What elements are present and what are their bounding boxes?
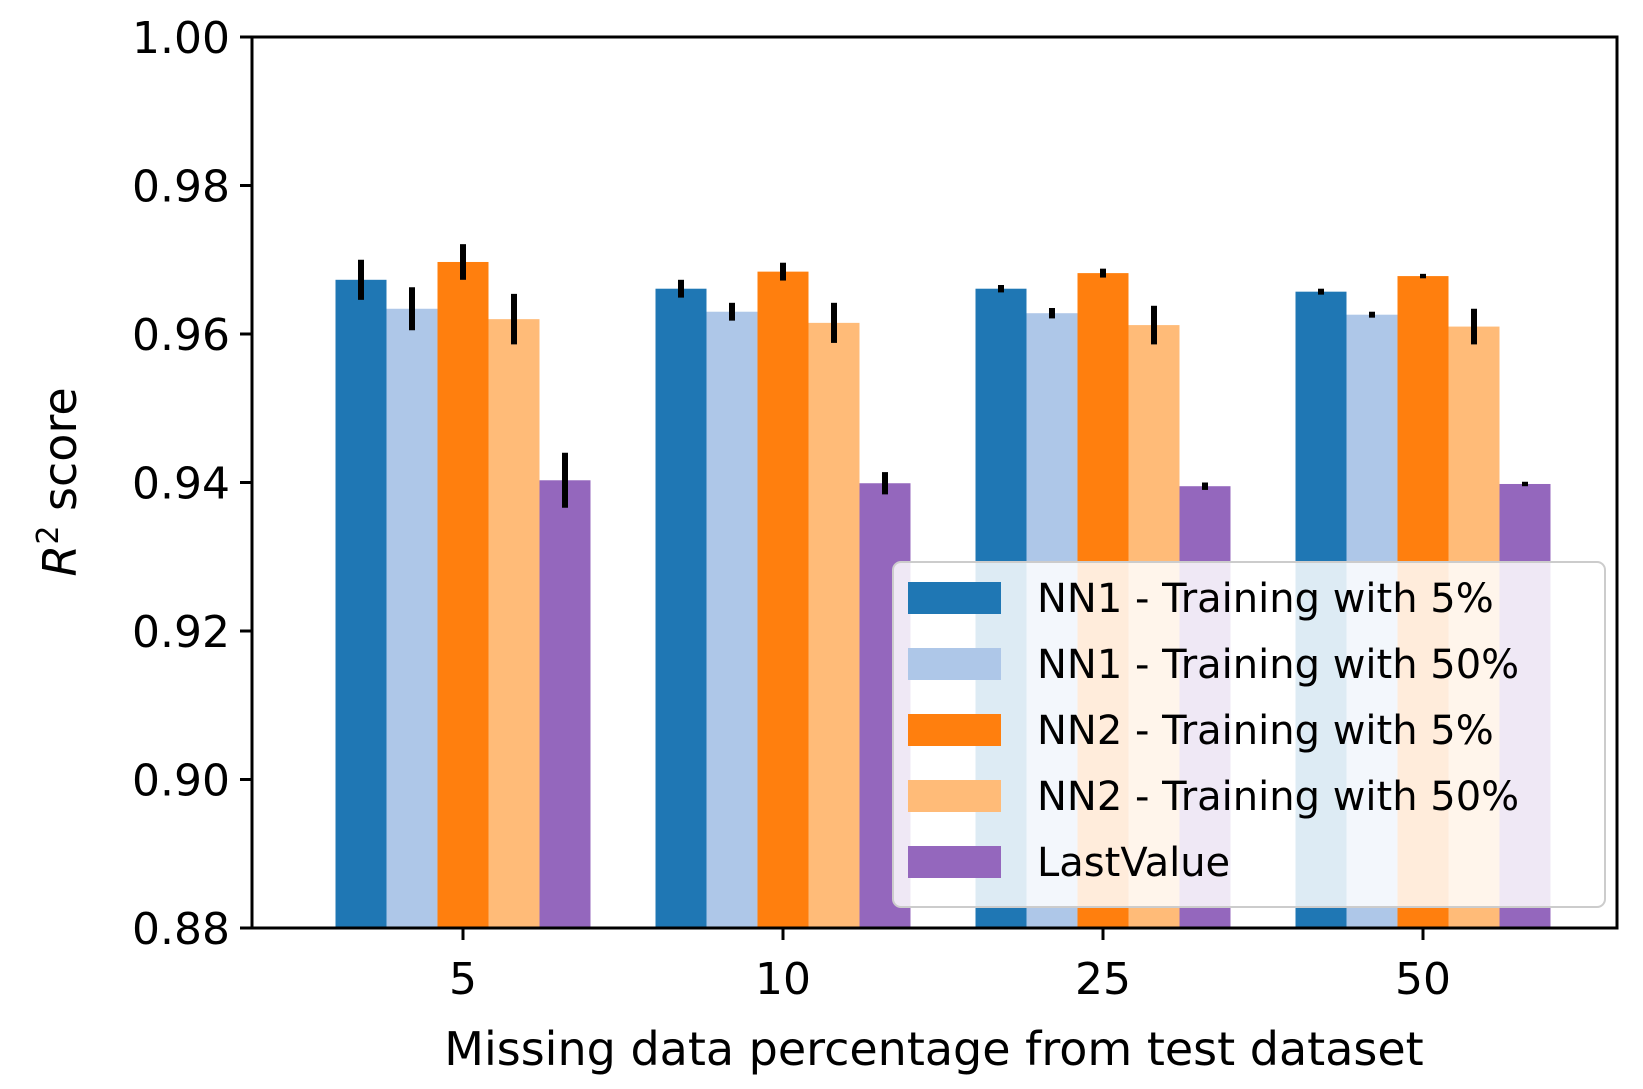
bar — [386, 308, 438, 928]
x-tick-label: 5 — [449, 954, 477, 1005]
legend-label: NN1 - Training with 50% — [1037, 642, 1519, 688]
bar — [808, 322, 860, 928]
legend-swatch — [908, 846, 1001, 878]
y-tick-label: 0.94 — [132, 459, 230, 510]
legend-label: NN2 - Training with 5% — [1037, 708, 1494, 754]
legend-swatch — [908, 714, 1001, 746]
legend-items: NN1 - Training with 5% NN1 - Training wit… — [908, 576, 1519, 886]
y-axis-label-main: R — [33, 545, 87, 577]
legend: NN1 - Training with 5% NN1 - Training wit… — [892, 561, 1606, 908]
bar — [539, 480, 591, 928]
bar — [655, 288, 707, 928]
y-tick-label: 0.96 — [132, 310, 230, 361]
x-axis-label: Missing data percentage from test datase… — [444, 1022, 1423, 1076]
error-bars-layer — [358, 244, 1528, 508]
y-axis-label-sup: 2 — [31, 526, 66, 545]
y-tick-label: 0.88 — [132, 904, 230, 955]
y-axis-label: R2 score — [31, 387, 87, 576]
x-tick-label: 25 — [1075, 954, 1131, 1005]
legend-swatch — [908, 582, 1001, 614]
bar — [335, 279, 387, 928]
bar — [757, 271, 809, 928]
bar — [437, 261, 489, 928]
y-axis: 0.88 0.90 0.92 0.94 0.96 0.98 1.00 — [132, 13, 252, 955]
legend-box — [892, 561, 1606, 908]
bar — [488, 319, 540, 928]
x-tick-label: 10 — [755, 954, 811, 1005]
y-axis-label-rest: score — [33, 387, 87, 525]
legend-label: LastValue — [1037, 840, 1230, 886]
legend-label: NN1 - Training with 5% — [1037, 576, 1494, 622]
y-tick-label: 0.98 — [132, 162, 230, 213]
legend-swatch — [908, 648, 1001, 680]
legend-swatch — [908, 780, 1001, 812]
x-axis: 5 10 25 50 — [449, 928, 1451, 1005]
y-tick-label: 0.90 — [132, 756, 230, 807]
y-tick-label: 1.00 — [132, 13, 230, 64]
bar — [706, 311, 758, 929]
y-tick-label: 0.92 — [132, 607, 230, 658]
x-tick-label: 50 — [1395, 954, 1451, 1005]
legend-label: NN2 - Training with 50% — [1037, 774, 1519, 820]
